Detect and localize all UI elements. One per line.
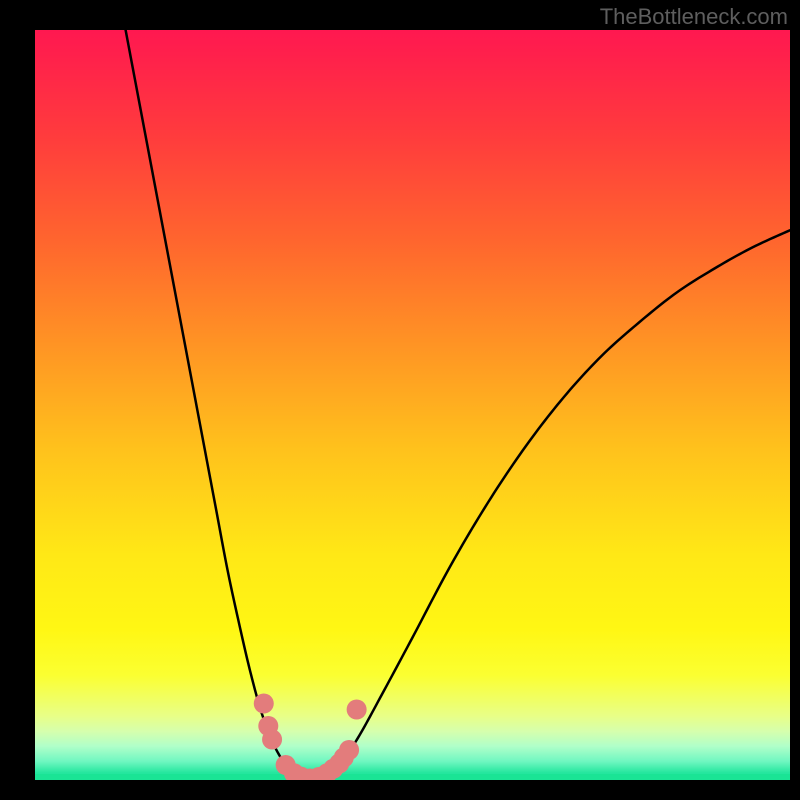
- marker-point: [347, 700, 367, 720]
- marker-point: [262, 730, 282, 750]
- gradient-background: [35, 30, 790, 780]
- watermark-text: TheBottleneck.com: [600, 4, 788, 30]
- chart-svg: [35, 30, 790, 780]
- marker-point: [254, 694, 274, 714]
- marker-point: [339, 740, 359, 760]
- baseline-band: [35, 774, 790, 780]
- chart-area: [35, 30, 790, 780]
